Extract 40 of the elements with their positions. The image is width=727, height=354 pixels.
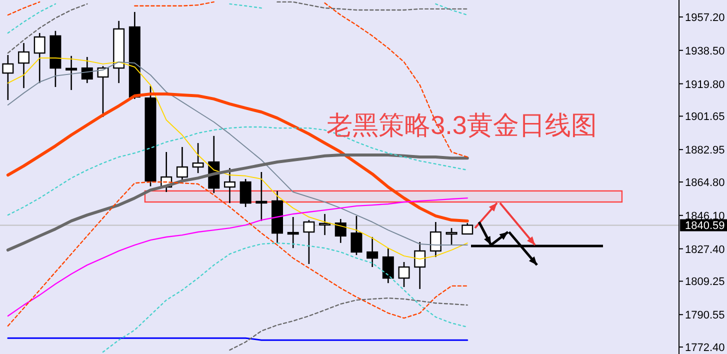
candlestick	[462, 222, 474, 235]
candlestick	[334, 218, 346, 244]
candlestick	[2, 54, 14, 101]
y-tick-label: 1864.80	[685, 177, 725, 189]
candlestick	[350, 215, 362, 256]
candlestick	[240, 178, 252, 208]
candlestick	[66, 55, 78, 91]
y-tick-label: 1772.40	[685, 342, 725, 354]
candlestick	[414, 241, 426, 290]
candlestick	[430, 221, 442, 258]
candlestick	[287, 216, 299, 249]
candlestick	[192, 142, 204, 174]
candlestick	[319, 213, 331, 236]
line-series	[6, 92, 469, 222]
y-tick-label: 1957.20	[685, 12, 725, 24]
candlestick	[256, 171, 268, 222]
candlestick	[97, 65, 109, 118]
ref-line-label: 1840.59	[685, 220, 725, 232]
candlestick	[382, 247, 394, 284]
y-tick-label: 1827.40	[685, 244, 725, 256]
candlestick	[18, 42, 30, 89]
candlestick	[303, 219, 315, 265]
candlestick	[81, 56, 93, 84]
line-series	[229, 298, 468, 351]
y-tick-label: 1919.80	[685, 78, 725, 91]
text: 老黑策略3.3黄金日线图	[326, 110, 597, 140]
y-tick-label: 1938.50	[685, 45, 725, 58]
line-series	[102, 242, 468, 353]
candlestick	[366, 236, 378, 268]
line-series	[6, 154, 469, 252]
y-tick-label: 1846.10	[685, 210, 725, 222]
y-tick-label: 1790.55	[685, 310, 725, 322]
candlestick	[34, 32, 46, 84]
candlestick	[224, 167, 236, 204]
candlestick	[446, 227, 458, 246]
candlestick	[398, 261, 410, 288]
y-tick-label: 1901.65	[685, 111, 725, 124]
y-tick-label: 1882.95	[685, 144, 725, 157]
y-tick-label: 1809.25	[685, 276, 725, 288]
line-series	[7, 197, 468, 317]
